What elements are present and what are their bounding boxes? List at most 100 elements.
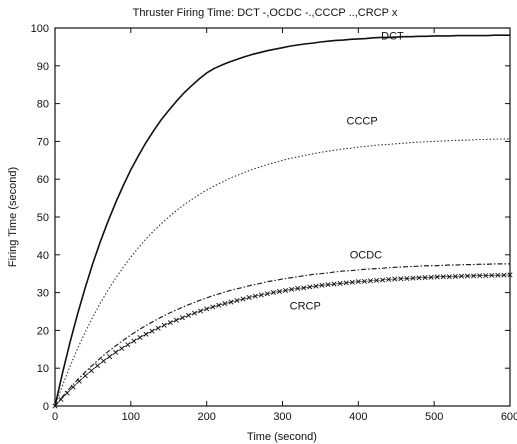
data-point-crcp: [410, 275, 416, 281]
annotation-layer: DCT CCCP OCDC CRCP: [290, 30, 404, 312]
data-point-crcp: [452, 273, 458, 279]
series-annotation-ocdc: OCDC: [350, 250, 382, 262]
data-point-crcp: [355, 279, 361, 285]
data-point-crcp: [477, 273, 483, 279]
x-tick-label: 600: [501, 411, 517, 423]
x-tick-label: 200: [197, 411, 215, 423]
y-tick-label: 100: [31, 23, 49, 35]
data-point-crcp: [301, 285, 307, 291]
series-line-cccp: [54, 138, 511, 407]
y-tick-label: 40: [37, 250, 49, 262]
series-annotation-dct: DCT: [381, 30, 404, 42]
data-point-crcp: [471, 273, 477, 279]
data-point-crcp: [94, 363, 100, 369]
data-point-crcp: [204, 306, 210, 312]
x-axis: 0 100 200 300 400 500 600: [52, 28, 517, 423]
data-point-crcp: [64, 390, 70, 396]
data-point-crcp: [374, 277, 380, 283]
series-line-ocdc: [54, 263, 510, 407]
y-tick-label: 60: [37, 174, 49, 186]
data-point-crcp: [246, 294, 252, 301]
y-tick-label: 10: [37, 363, 49, 375]
data-point-crcp: [179, 315, 185, 321]
data-point-crcp: [167, 320, 173, 326]
data-point-crcp: [82, 373, 88, 379]
data-point-crcp: [198, 308, 204, 314]
x-tick-label: 100: [122, 411, 140, 423]
data-point-crcp: [258, 292, 264, 298]
data-point-crcp: [367, 278, 373, 284]
data-point-crcp: [380, 277, 386, 283]
y-tick-label: 90: [37, 61, 49, 73]
data-point-crcp: [101, 358, 107, 364]
data-point-crcp: [289, 286, 295, 292]
y-tick-label: 0: [43, 401, 49, 413]
data-point-crcp: [264, 291, 270, 297]
data-point-crcp: [458, 273, 464, 279]
x-tick-label: 500: [425, 411, 443, 423]
data-point-crcp: [331, 281, 337, 287]
data-point-crcp: [404, 275, 410, 281]
data-point-crcp: [131, 338, 137, 344]
data-point-crcp: [422, 275, 428, 281]
data-point-crcp: [295, 285, 301, 291]
data-point-crcp: [428, 274, 434, 280]
data-point-crcp: [58, 396, 64, 402]
data-point-crcp: [88, 368, 94, 374]
data-point-crcp: [210, 304, 216, 310]
x-axis-label: Time (second): [247, 431, 317, 443]
data-point-crcp: [489, 272, 495, 278]
data-point-crcp: [192, 310, 198, 316]
data-point-crcp: [434, 274, 440, 280]
y-axis: 0 10 20 30 40 50 60 70 80 90 100: [31, 23, 510, 413]
data-point-crcp: [361, 278, 367, 284]
data-point-crcp: [270, 290, 276, 296]
y-tick-label: 20: [37, 325, 49, 337]
y-tick-label: 70: [37, 136, 49, 148]
y-axis-label: Firing Time (second): [7, 167, 19, 267]
data-point-crcp: [173, 317, 179, 323]
data-point-crcp: [119, 345, 125, 351]
chart-title: Thruster Firing Time: DCT -,OCDC -.,CCCP…: [133, 7, 398, 19]
data-point-crcp: [240, 296, 246, 302]
data-point-crcp: [234, 298, 240, 304]
x-tick-label: 400: [349, 411, 367, 423]
data-point-crcp: [483, 273, 489, 279]
data-point-crcp: [392, 276, 398, 282]
y-tick-label: 80: [37, 99, 49, 111]
data-point-crcp: [216, 302, 222, 308]
data-point-crcp: [70, 384, 76, 390]
data-point-crcp: [313, 283, 319, 289]
data-point-crcp: [143, 331, 149, 337]
x-tick-label: 300: [273, 411, 291, 423]
data-point-crcp: [343, 280, 349, 286]
data-point-crcp: [465, 273, 471, 279]
series-layer: [52, 34, 513, 409]
series-line-crcp: [54, 274, 511, 407]
data-point-crcp: [319, 282, 325, 288]
data-point-crcp: [398, 276, 404, 282]
data-point-crcp: [307, 284, 313, 290]
data-point-crcp: [416, 275, 422, 281]
data-point-crcp: [446, 274, 452, 280]
data-point-crcp: [386, 276, 392, 282]
series-annotation-cccp: CCCP: [347, 115, 378, 127]
data-point-crcp: [252, 293, 258, 299]
data-point-crcp: [155, 325, 161, 331]
data-point-crcp: [228, 299, 234, 305]
data-point-crcp: [113, 349, 119, 355]
data-point-crcp: [276, 289, 282, 295]
data-point-crcp: [76, 378, 82, 384]
data-point-crcp: [349, 279, 355, 285]
data-point-crcp: [495, 272, 501, 278]
data-point-crcp: [161, 322, 167, 328]
data-point-crcp: [185, 312, 191, 318]
data-point-crcp: [107, 354, 113, 360]
data-point-crcp: [125, 342, 131, 348]
data-point-crcp: [337, 280, 343, 286]
series-annotation-crcp: CRCP: [290, 301, 321, 313]
y-tick-label: 30: [37, 288, 49, 300]
data-point-crcp: [325, 282, 331, 288]
data-point-crcp: [507, 272, 513, 278]
series-line-dct: [54, 34, 510, 407]
